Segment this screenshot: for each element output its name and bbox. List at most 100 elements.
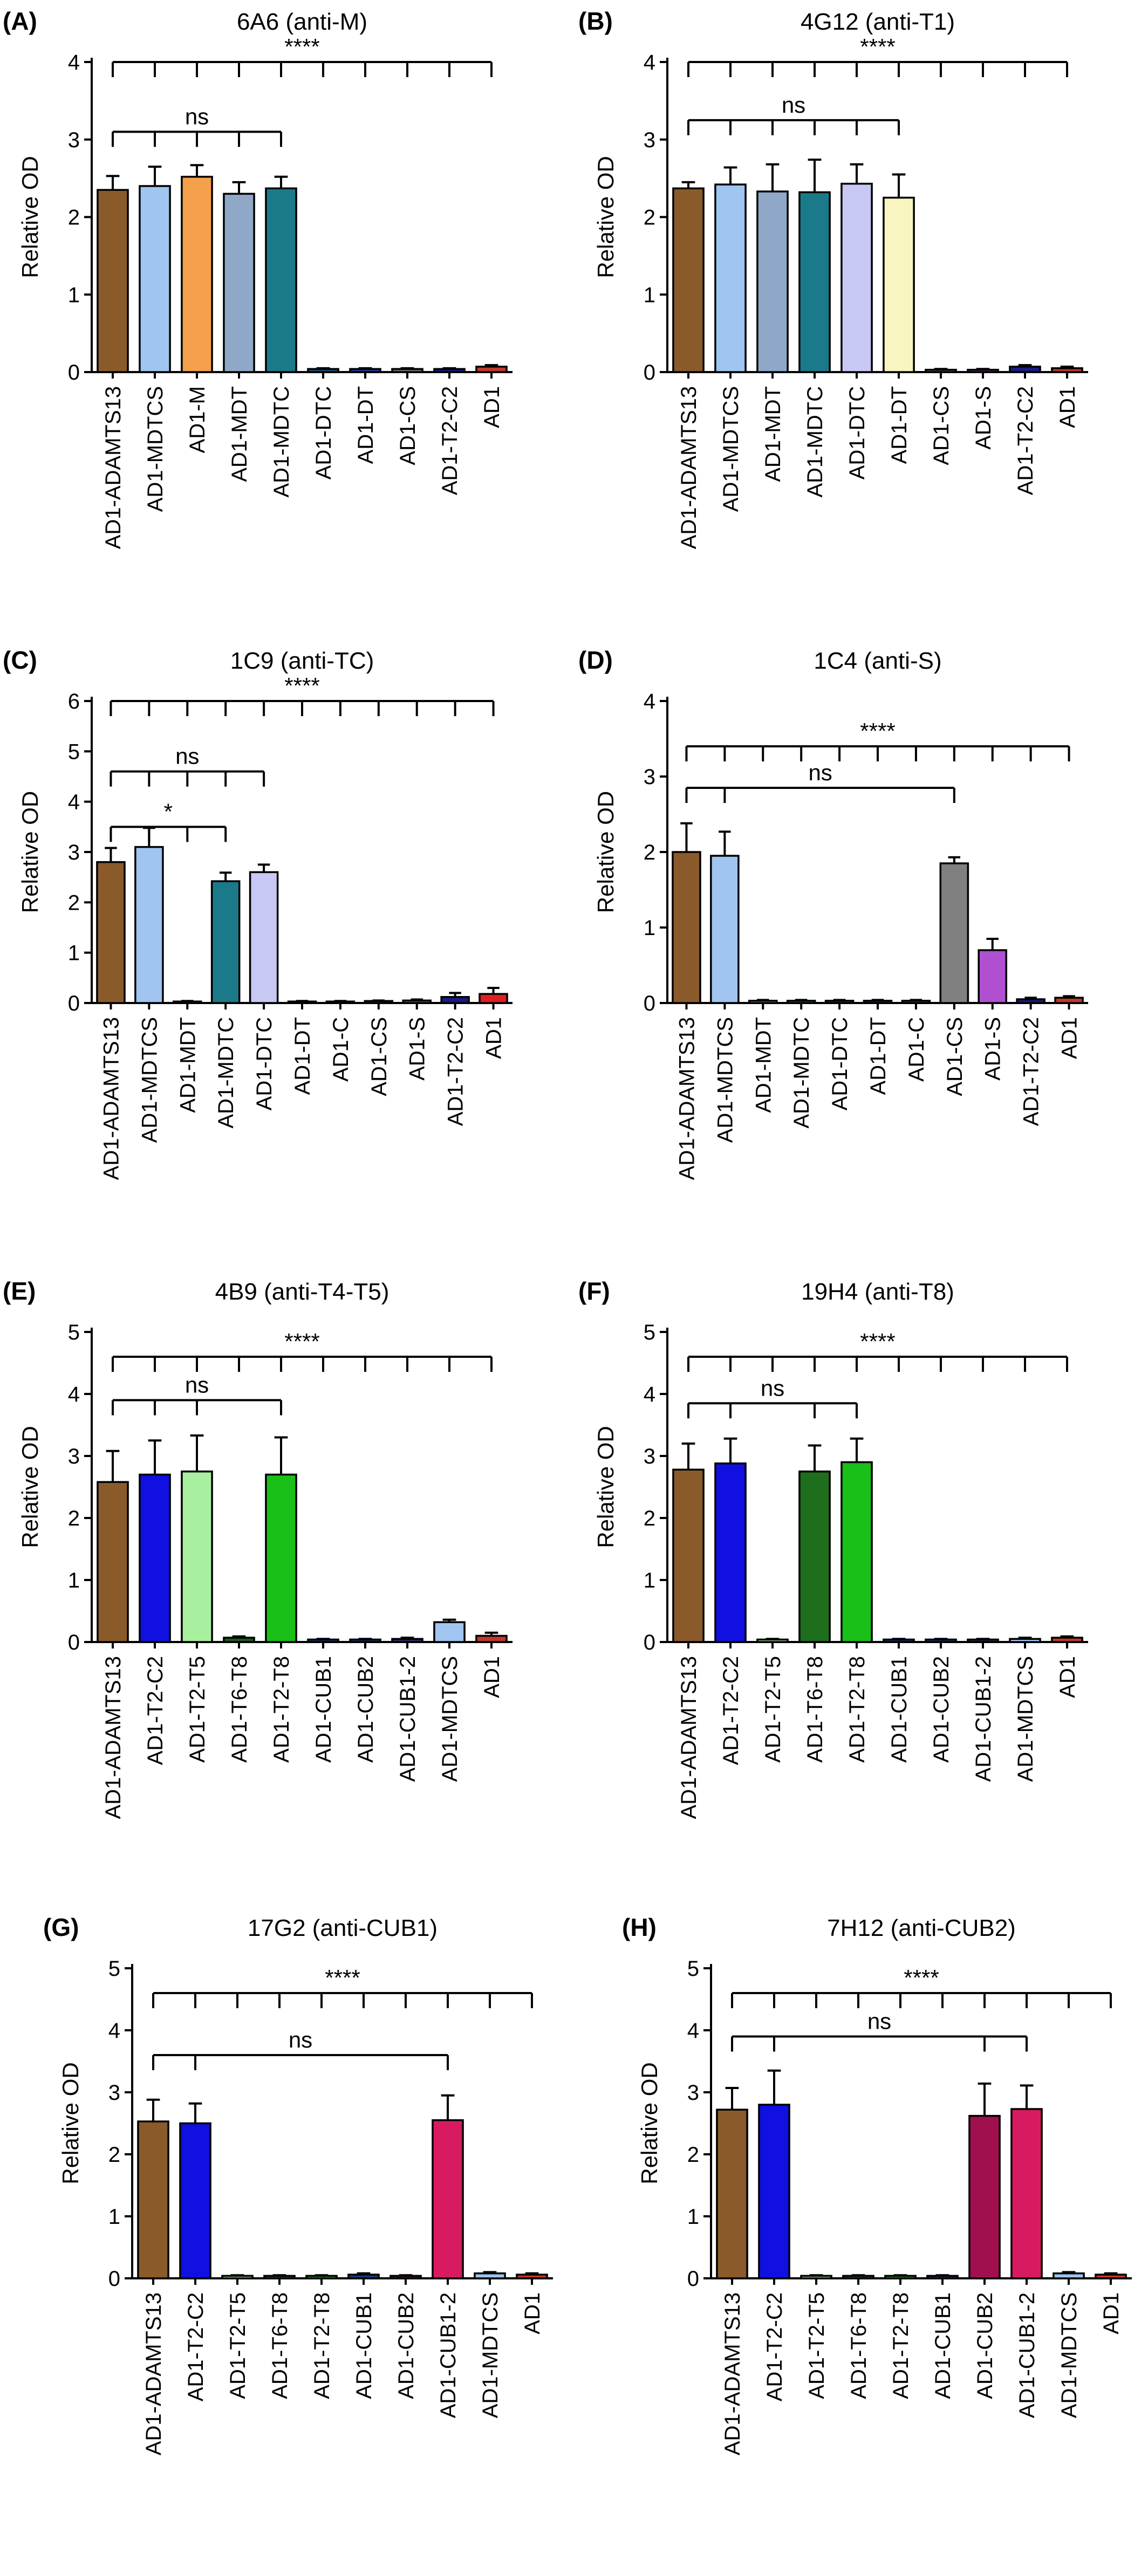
y-tick-label: 2 xyxy=(68,1507,80,1530)
y-axis-label: Relative OD xyxy=(593,1426,618,1548)
y-tick-label: 6 xyxy=(68,690,80,713)
category-label: AD1-CS xyxy=(367,1017,391,1096)
bar-ad1-dtc xyxy=(307,368,339,373)
bar-ad1-t2-t5 xyxy=(221,2275,254,2279)
y-tick-label: 3 xyxy=(644,765,655,789)
bar-ad1-mdt xyxy=(748,1000,778,1004)
panel-title: 17G2 (anti-CUB1) xyxy=(248,1915,438,1941)
y-axis-label: Relative OD xyxy=(17,791,43,913)
significance-label: ns xyxy=(185,1372,209,1398)
category-label: AD1-CUB2 xyxy=(394,2292,418,2399)
bar-ad1-cub1-2 xyxy=(1010,2108,1043,2279)
bar-ad1-t2-t8 xyxy=(265,1473,297,1643)
category-label: AD1-CS xyxy=(943,1017,967,1096)
category-label: AD1-CS xyxy=(930,386,953,465)
bar-ad1-mdt xyxy=(756,190,789,373)
y-tick-label: 3 xyxy=(68,128,80,152)
y-tick-label: 5 xyxy=(68,1321,80,1344)
bar-ad1-dt xyxy=(287,1000,317,1004)
bar-ad1-cub2 xyxy=(390,2275,422,2279)
significance-label: **** xyxy=(860,1329,895,1354)
y-tick-label: 0 xyxy=(68,992,80,1015)
bar-ad1-t2-c2 xyxy=(440,996,470,1004)
bar-ad1 xyxy=(1051,367,1083,373)
category-label: AD1-M xyxy=(186,386,209,453)
y-axis-label: Relative OD xyxy=(17,1426,43,1548)
significance-label: **** xyxy=(904,1965,939,1990)
bar-ad1-t2-t8 xyxy=(305,2275,338,2279)
bar-ad1-t6-t8 xyxy=(798,1471,831,1643)
bar-ad1-c xyxy=(325,1000,356,1004)
bar-ad1 xyxy=(1095,2273,1127,2279)
chart-panel-3: (C) 1C9 (anti-TC) 0 1 2 3 4 5 6 Relative OD AD1-AD… xyxy=(3,646,512,1180)
bar-ad1-adamts13 xyxy=(96,861,126,1004)
bar-ad1-dtc xyxy=(249,871,279,1004)
bar-ad1-cub1-2 xyxy=(432,2119,464,2279)
category-label: AD1-CUB1-2 xyxy=(436,2292,460,2418)
significance-label: ns xyxy=(761,1375,784,1400)
panel-letter: (A) xyxy=(3,7,37,35)
category-label: AD1-MDTCS xyxy=(479,2292,502,2418)
bar-ad1-adamts13 xyxy=(97,189,129,373)
category-label: AD1-MDT xyxy=(761,386,785,482)
bar-ad1-mdtcs xyxy=(714,183,747,373)
y-tick-label: 4 xyxy=(687,2019,699,2043)
y-tick-label: 4 xyxy=(68,51,80,74)
y-tick-label: 3 xyxy=(687,2081,699,2105)
y-tick-label: 2 xyxy=(108,2143,120,2167)
y-tick-label: 1 xyxy=(644,1569,655,1592)
category-label: AD1-DT xyxy=(354,386,378,464)
category-label: AD1-T2-C2 xyxy=(763,2292,787,2401)
y-tick-label: 3 xyxy=(108,2081,120,2105)
significance-label: ns xyxy=(867,2009,891,2034)
panel-title: 7H12 (anti-CUB2) xyxy=(827,1915,1016,1941)
y-tick-label: 1 xyxy=(687,2205,699,2229)
bar-ad1-mdtc xyxy=(798,191,831,373)
category-label: AD1-T2-C2 xyxy=(444,1017,468,1126)
y-tick-label: 5 xyxy=(644,1321,655,1344)
panel-letter: (H) xyxy=(622,1913,657,1941)
category-label: AD1-CUB2 xyxy=(354,1656,378,1763)
category-label: AD1-DTC xyxy=(312,386,336,479)
bar-ad1 xyxy=(475,1634,508,1643)
bar-ad1-s xyxy=(978,949,1008,1004)
panel-title: 1C4 (anti-S) xyxy=(814,648,941,674)
category-label: AD1-ADAMTS13 xyxy=(677,1656,701,1819)
significance-label: **** xyxy=(284,1329,319,1354)
bar-ad1-t2-c2 xyxy=(714,1462,747,1643)
panel-letter: (G) xyxy=(43,1913,79,1941)
significance-label: **** xyxy=(284,34,319,59)
y-tick-label: 1 xyxy=(644,283,655,307)
significance-label: ns xyxy=(175,744,199,769)
y-axis-label: Relative OD xyxy=(593,791,618,913)
bar-ad1 xyxy=(1054,997,1084,1004)
y-tick-label: 1 xyxy=(68,283,80,307)
bar-ad1-cub2 xyxy=(925,1638,957,1643)
bar-ad1-cs xyxy=(925,368,957,373)
chart-panel-5: (E) 4B9 (anti-T4-T5) 0 1 2 3 4 5 Relative OD AD1-… xyxy=(3,1277,512,1819)
bar-ad1-adamts13 xyxy=(672,187,705,373)
bar-ad1-cub2 xyxy=(968,2114,1001,2279)
y-tick-label: 4 xyxy=(644,51,655,74)
category-label: AD1-MDTCS xyxy=(719,386,743,512)
category-label: AD1-DTC xyxy=(252,1017,276,1110)
category-label: AD1-CUB1 xyxy=(312,1656,336,1763)
bar-ad1-mdtcs xyxy=(134,846,164,1004)
panel-title: 4B9 (anti-T4-T5) xyxy=(215,1279,390,1305)
chart-panel-4: (D) 1C4 (anti-S) 0 1 2 3 4 Relative OD AD1-ADAMT… xyxy=(578,646,1088,1180)
bar-ad1-t2-t8 xyxy=(884,2275,917,2279)
bar-ad1-s xyxy=(967,368,999,373)
y-axis-label: Relative OD xyxy=(17,156,43,278)
bar-ad1 xyxy=(479,993,508,1004)
bar-ad1-mdtcs xyxy=(139,185,171,373)
category-label: AD1-MDT xyxy=(228,386,251,482)
panel-title: 1C9 (anti-TC) xyxy=(230,648,374,674)
category-label: AD1-CUB1-2 xyxy=(1015,2292,1039,2418)
category-label: AD1-T2-T8 xyxy=(845,1656,869,1763)
category-label: AD1-MDTC xyxy=(790,1017,814,1129)
y-tick-label: 1 xyxy=(68,942,80,965)
category-label: AD1-C xyxy=(905,1017,928,1082)
category-label: AD1-DT xyxy=(866,1017,890,1095)
bar-ad1-dt xyxy=(883,196,915,373)
bar-ad1-t2-c2 xyxy=(758,2104,790,2279)
